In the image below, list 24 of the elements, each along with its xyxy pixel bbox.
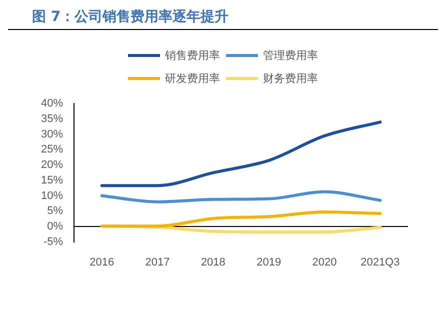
y-tick-label: 15% bbox=[40, 174, 64, 186]
legend-label: 财务费用率 bbox=[263, 71, 318, 86]
y-tick-label: 0% bbox=[47, 220, 64, 232]
y-tick-label: -5% bbox=[43, 236, 64, 248]
x-tick-label: 2017 bbox=[145, 256, 170, 268]
y-tick-label: 5% bbox=[47, 205, 64, 218]
y-tick-label: 10% bbox=[40, 190, 64, 202]
line-series bbox=[100, 120, 382, 188]
x-tick-label: 2020 bbox=[312, 256, 337, 268]
y-tick-label: 35% bbox=[40, 112, 64, 125]
x-tick-label: 2018 bbox=[200, 256, 226, 268]
legend-label: 销售费用率 bbox=[165, 48, 220, 63]
y-tick-label: 25% bbox=[40, 144, 64, 156]
x-tick-label: 2016 bbox=[90, 256, 114, 268]
chart-title: 图 7：公司销售费用率逐年提升 bbox=[8, 8, 438, 30]
y-tick-label: 20% bbox=[40, 159, 64, 172]
x-tick-label: 2021Q3 bbox=[360, 256, 400, 268]
legend-label: 管理费用率 bbox=[263, 48, 318, 63]
legend-label: 研发费用率 bbox=[165, 71, 220, 86]
x-tick-label: 2019 bbox=[256, 256, 282, 268]
y-tick-label: 30% bbox=[40, 128, 64, 140]
line-series bbox=[100, 210, 382, 228]
y-tick-label: 40% bbox=[40, 98, 64, 110]
line-series bbox=[100, 190, 382, 204]
